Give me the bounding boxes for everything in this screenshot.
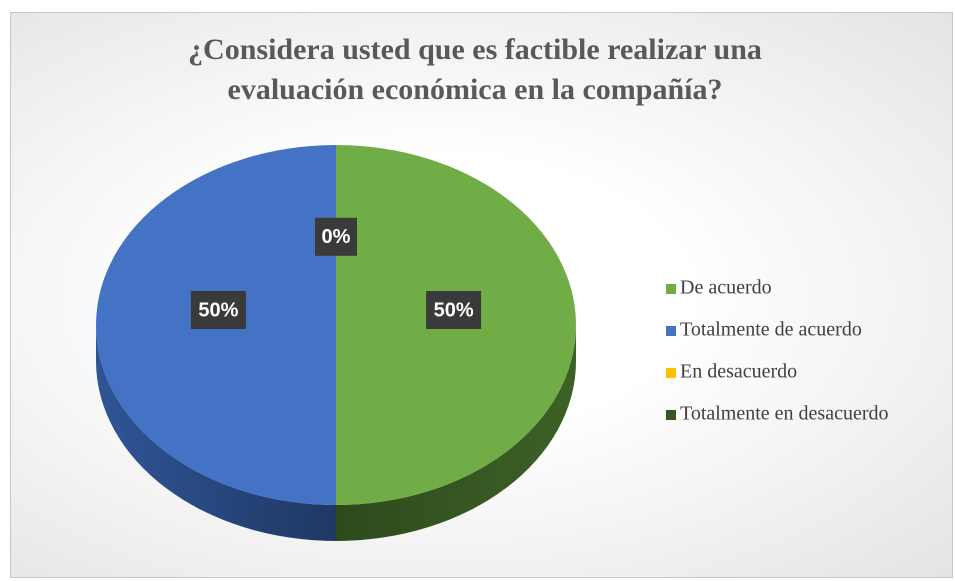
legend-swatch: [666, 368, 676, 378]
legend-label: Totalmente de acuerdo: [680, 319, 862, 341]
data-label-box: [190, 291, 246, 329]
legend-label: En desacuerdo: [680, 361, 797, 383]
legend-swatch: [666, 284, 676, 294]
legend-label: De acuerdo: [680, 277, 772, 299]
data-label: 0%: [322, 226, 351, 248]
data-label-box: [315, 217, 357, 256]
data-label-box: [426, 291, 482, 329]
legend-swatch: [666, 410, 676, 420]
legend-swatch: [666, 326, 676, 336]
data-label: 50%: [434, 299, 474, 321]
chart-title: ¿Considera usted que es factible realiza…: [188, 33, 762, 106]
legend-label: Totalmente en desacuerdo: [680, 403, 889, 425]
data-label: 50%: [198, 299, 238, 321]
